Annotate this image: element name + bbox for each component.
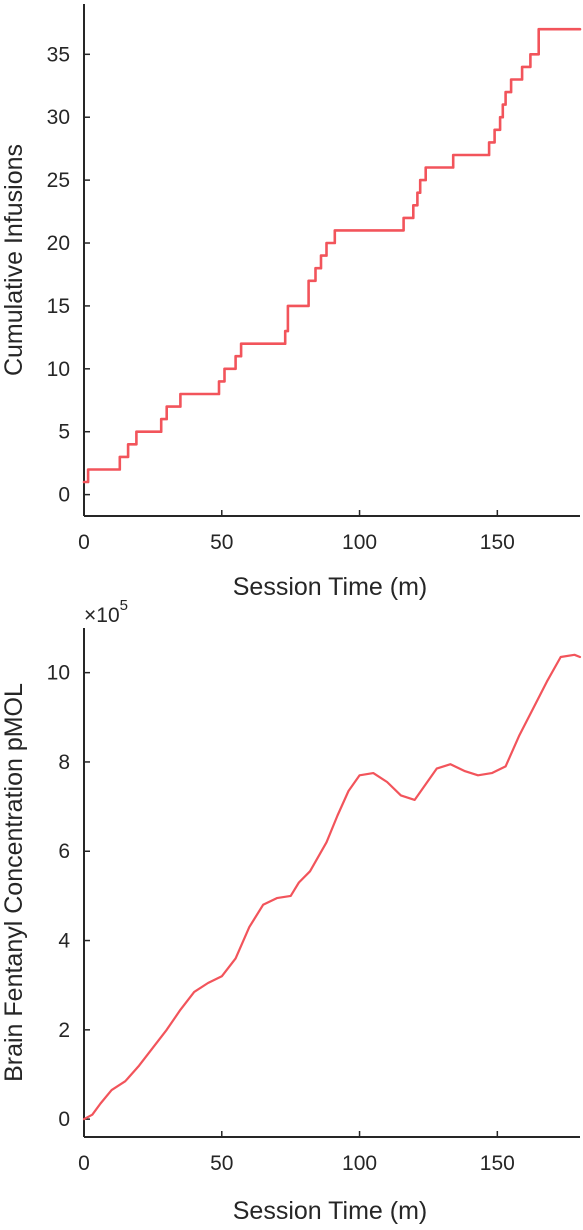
x-tick-label: 50 <box>210 531 233 554</box>
y-tick-label: 2 <box>58 1019 70 1042</box>
series-line-1 <box>84 29 580 482</box>
x-tick-label: 100 <box>342 531 377 554</box>
y-tick-label: 10 <box>47 358 70 381</box>
x-tick-label: 50 <box>210 1152 233 1175</box>
x-tick-label: 150 <box>480 531 515 554</box>
y-tick-label: 0 <box>58 484 70 507</box>
x-tick-label: 0 <box>78 531 90 554</box>
chart-panel-1: 0 50 100 150 0 5 10 15 20 25 30 35 Session Time (m) C… <box>0 4 580 601</box>
chart-panel-2: 0 50 100 150 0 2 4 6 8 10 Session Time (m) Brain Fe… <box>0 597 580 1225</box>
x-tick-label: 100 <box>342 1152 377 1175</box>
series-line-1 <box>84 655 580 1119</box>
x-axis-title: Session Time (m) <box>233 573 427 601</box>
y-tick-label: 30 <box>47 106 70 129</box>
x-axis-title: Session Time (m) <box>233 1197 427 1225</box>
y-tick-label: 20 <box>47 232 70 255</box>
y-tick-label: 15 <box>47 295 70 318</box>
y-tick-label: 5 <box>58 421 70 444</box>
y-axis-title: Brain Fentanyl Concentration pMOL <box>0 683 28 1082</box>
y-tick-label: 25 <box>47 169 70 192</box>
y-tick-label: 35 <box>47 43 70 66</box>
y-tick-label: 8 <box>58 751 70 774</box>
y-tick-label: 6 <box>58 840 70 863</box>
y-tick-label: 4 <box>58 930 70 953</box>
y-tick-label: 10 <box>47 662 70 685</box>
y-axis-title: Cumulative Infusions <box>0 144 28 376</box>
x-tick-label: 150 <box>480 1152 515 1175</box>
y-tick-label: 0 <box>58 1108 70 1131</box>
x-tick-label: 0 <box>78 1152 90 1175</box>
y-exponent-label: ×105 <box>84 597 128 627</box>
